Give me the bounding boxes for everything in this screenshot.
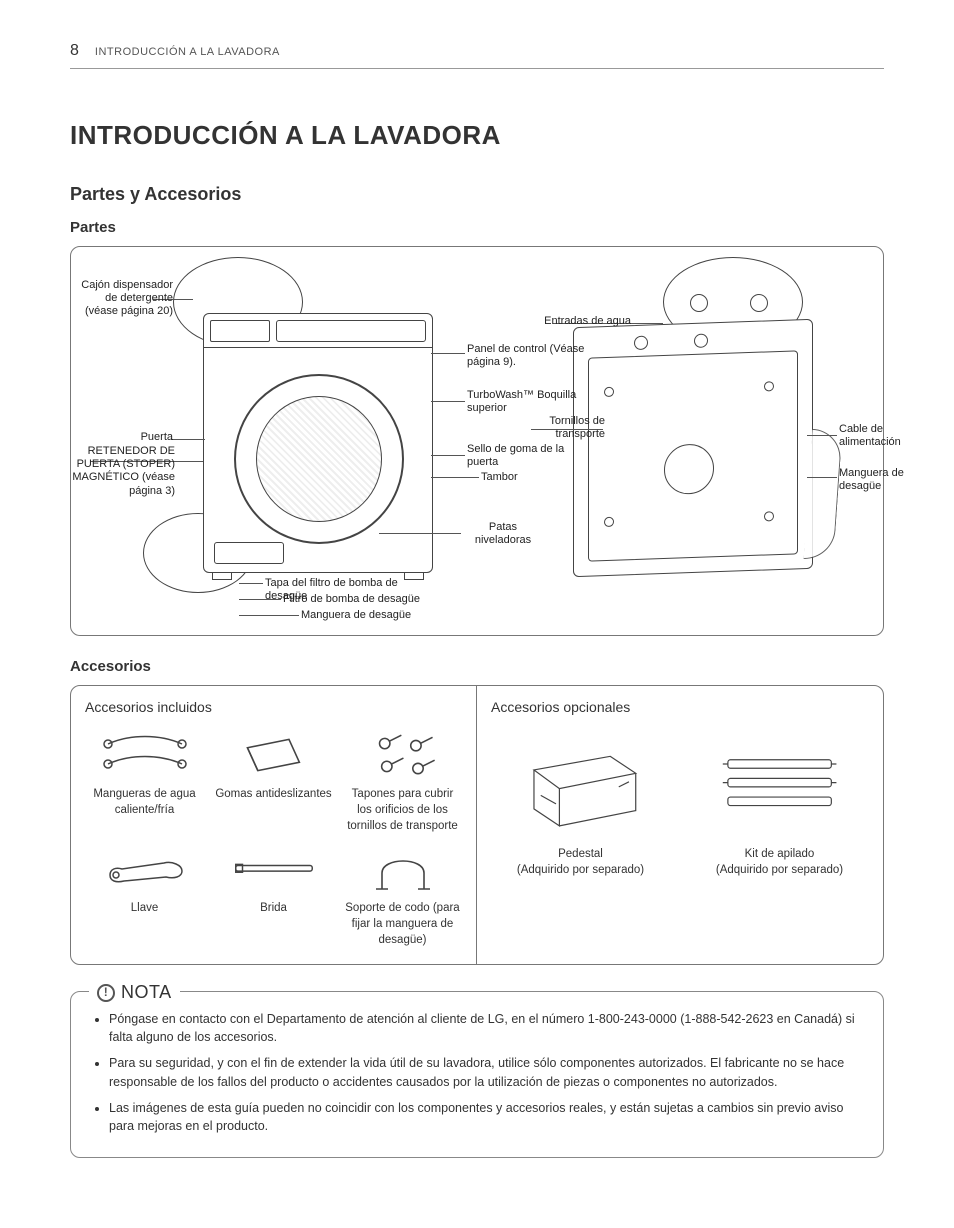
accessories-included-col: Accesorios incluidos Mangueras de agua c… [71, 686, 477, 964]
acc-label: Tapones para cubrir los orificios de los… [343, 786, 462, 834]
acc-label: Gomas antideslizantes [214, 786, 333, 802]
stacking-kit-icon [716, 728, 843, 838]
label-door: Puerta [123, 431, 173, 444]
parts-diagram: Cajón dispensador de detergente (véase p… [83, 263, 871, 623]
label-drain-hose-back: Manguera de desagüe [839, 467, 939, 493]
accessories-optional-title: Accesorios opcionales [491, 698, 869, 718]
running-title: INTRODUCCIÓN A LA LAVADORA [95, 45, 280, 60]
label-turbowash: TurboWash™ Boquilla superior [467, 389, 597, 415]
acc-opt-label: Pedestal [517, 846, 644, 862]
label-door-stopper: RETENEDOR DE PUERTA (STOPER) MAGNÉTICO (… [71, 445, 175, 498]
running-header: 8 INTRODUCCIÓN A LA LAVADORA [70, 40, 884, 69]
acc-opt-label: Kit de apilado [716, 846, 843, 862]
label-drain-hose-front: Manguera de desagüe [301, 609, 441, 622]
info-icon: ! [97, 984, 115, 1002]
label-drain-filter: Filtro de bomba de desagüe [283, 593, 423, 606]
acc-opt-pedestal: Pedestal (Adquirido por separado) [517, 728, 644, 878]
label-water-inlets: Entradas de agua [511, 315, 631, 328]
acc-opt-sub: (Adquirido por separado) [716, 862, 843, 878]
acc-item-wrench: Llave [85, 842, 204, 916]
acc-item-tie: Brida [214, 842, 333, 916]
label-shipping-bolts: Tornillos de transporte [515, 415, 605, 441]
label-drum: Tambor [481, 471, 561, 484]
tie-strap-icon [214, 842, 333, 896]
note-box: ! NOTA Póngase en contacto con el Depart… [70, 991, 884, 1158]
subsection-title-parts: Partes [70, 217, 884, 238]
wrench-icon [85, 842, 204, 896]
acc-label: Mangueras de agua caliente/fría [85, 786, 204, 818]
pads-icon [214, 728, 333, 782]
acc-item-hoses: Mangueras de agua caliente/fría [85, 728, 204, 818]
elbow-bracket-icon [343, 842, 462, 896]
page-title: INTRODUCCIÓN A LA LAVADORA [70, 117, 884, 153]
acc-opt-stacking: Kit de apilado (Adquirido por separado) [716, 728, 843, 878]
pedestal-icon [517, 728, 644, 838]
acc-label: Llave [85, 900, 204, 916]
label-feet: Patas niveladoras [463, 521, 543, 547]
acc-item-caps: Tapones para cubrir los orificios de los… [343, 728, 462, 834]
acc-item-pads: Gomas antideslizantes [214, 728, 333, 802]
label-door-seal: Sello de goma de la puerta [467, 443, 597, 469]
acc-opt-sub: (Adquirido por separado) [517, 862, 644, 878]
caps-icon [343, 728, 462, 782]
note-title: NOTA [121, 980, 172, 1005]
subsection-title-accessories: Accesorios [70, 656, 884, 677]
note-list: Póngase en contacto con el Departamento … [89, 1010, 865, 1135]
accessories-optional-col: Accesorios opcionales Pedestal (Adquirid… [477, 686, 883, 964]
label-control-panel: Panel de control (Véase página 9). [467, 343, 597, 369]
acc-label: Soporte de codo (para fijar la manguera … [343, 900, 462, 948]
accessories-box: Accesorios incluidos Mangueras de agua c… [70, 685, 884, 965]
note-item: Póngase en contacto con el Departamento … [109, 1010, 865, 1046]
hoses-icon [85, 728, 204, 782]
washer-front-illustration [203, 313, 433, 573]
accessories-included-title: Accesorios incluidos [85, 698, 462, 718]
label-dispenser: Cajón dispensador de detergente (véase p… [77, 279, 173, 319]
washer-back-illustration [573, 319, 813, 577]
note-item: Para su seguridad, y con el fin de exten… [109, 1054, 865, 1090]
page-number: 8 [70, 40, 79, 62]
label-power-cord: Cable de alimentación [839, 423, 939, 449]
acc-item-elbow: Soporte de codo (para fijar la manguera … [343, 842, 462, 948]
section-title-parts-accessories: Partes y Accesorios [70, 182, 884, 207]
note-legend: ! NOTA [89, 980, 180, 1005]
acc-label: Brida [214, 900, 333, 916]
parts-diagram-box: Cajón dispensador de detergente (véase p… [70, 246, 884, 636]
note-item: Las imágenes de esta guía pueden no coin… [109, 1099, 865, 1135]
